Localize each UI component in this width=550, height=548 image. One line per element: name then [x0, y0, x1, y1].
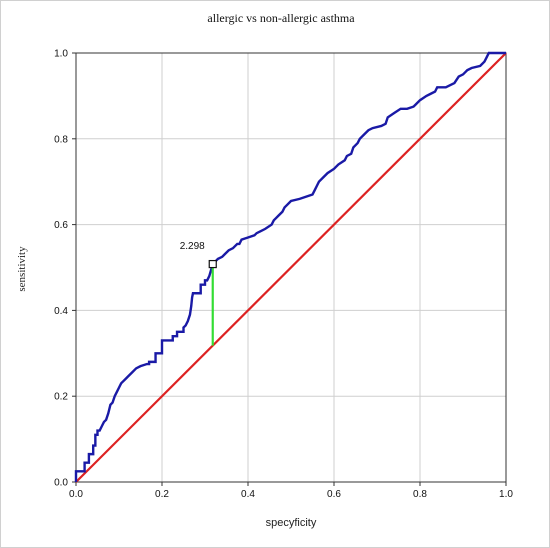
y-tick-label: 0.4 [54, 306, 68, 317]
roc-curve-line [74, 51, 506, 482]
y-tick-label: 0.2 [54, 392, 68, 403]
y-tick-labels: 0.0 0.2 0.4 0.6 0.8 1.0 [54, 49, 76, 489]
x-tick-label: 0.0 [69, 489, 83, 500]
x-tick-label: 0.4 [241, 489, 255, 500]
diagonal-reference-line [75, 52, 507, 483]
chart-title: allergic vs non-allergic asthma [207, 11, 355, 25]
x-tick-label: 0.8 [413, 489, 427, 500]
x-tick-label: 0.6 [327, 489, 341, 500]
cutoff-point-marker [208, 259, 217, 269]
cutoff-label: 2.298 [180, 241, 205, 252]
series-layer [74, 51, 507, 483]
annotation-layer: 2.298 [180, 241, 217, 346]
y-tick-label: 0.8 [54, 134, 68, 145]
y-axis-label: sensitivity [16, 246, 28, 292]
x-tick-labels: 0.0 0.2 0.4 0.6 0.8 1.0 [69, 482, 513, 500]
x-tick-label: 0.2 [155, 489, 169, 500]
plot-area [75, 52, 507, 483]
x-tick-label: 1.0 [499, 489, 513, 500]
y-tick-label: 0.0 [54, 478, 68, 489]
x-axis-label: specyficity [266, 517, 317, 529]
y-tick-label: 1.0 [54, 49, 68, 60]
y-tick-label: 0.6 [54, 220, 68, 231]
